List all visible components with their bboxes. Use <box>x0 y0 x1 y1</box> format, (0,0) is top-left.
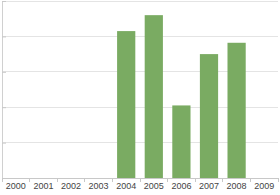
y-tick-mark <box>2 1 6 2</box>
x-tick: 2006 <box>171 178 191 191</box>
x-tick: 2001 <box>33 178 53 191</box>
bar <box>172 105 190 178</box>
x-tick: 2008 <box>227 178 247 191</box>
x-boundary-tick <box>29 178 30 182</box>
x-boundary-tick <box>57 178 58 182</box>
x-tick: 2003 <box>89 178 109 191</box>
x-boundary-tick <box>195 178 196 182</box>
x-boundary-tick <box>2 178 3 182</box>
x-tick: 2002 <box>61 178 81 191</box>
y-tick-mark <box>2 107 6 108</box>
y-tick-mark <box>2 36 6 37</box>
x-tick-label: 2006 <box>171 181 191 191</box>
x-tick-label: 2005 <box>144 181 164 191</box>
x-tick: 2007 <box>199 178 219 191</box>
x-tick: 2009 <box>254 178 274 191</box>
bar <box>145 15 163 178</box>
x-boundary-tick <box>112 178 113 182</box>
x-boundary-tick <box>250 178 251 182</box>
x-tick-label: 2000 <box>6 181 26 191</box>
y-tick-mark <box>2 72 6 73</box>
x-tick-label: 2007 <box>199 181 219 191</box>
y-tick <box>2 143 6 144</box>
y-tick <box>2 107 6 108</box>
y-tick <box>2 72 6 73</box>
grid <box>2 1 278 178</box>
x-tick-label: 2001 <box>33 181 53 191</box>
bars <box>117 15 246 178</box>
x-boundary-tick <box>84 178 85 182</box>
x-boundary-tick <box>222 178 223 182</box>
bar <box>117 31 135 178</box>
y-axis <box>2 2 6 179</box>
x-tick: 2004 <box>116 178 136 191</box>
x-boundary-ticks <box>2 178 278 182</box>
plot: 2000 2001 2002 2003 2004 2005 2006 2007 2008 2009 <box>2 1 279 191</box>
grid-line <box>2 1 278 2</box>
chart: 2000 2001 2002 2003 2004 2005 2006 2007 2008 2009 <box>0 0 280 195</box>
x-tick: 2005 <box>144 178 164 191</box>
y-tick <box>2 36 6 37</box>
y-axis-line <box>3 2 7 179</box>
x-boundary-tick <box>140 178 141 182</box>
x-tick-label: 2002 <box>61 181 81 191</box>
x-axis: 2000 2001 2002 2003 2004 2005 2006 2007 2008 2009 <box>3 178 279 191</box>
y-tick-mark <box>2 143 6 144</box>
bar <box>227 43 245 178</box>
x-boundary-tick <box>278 178 279 182</box>
x-tick-label: 2008 <box>227 181 247 191</box>
x-tick-label: 2009 <box>254 181 274 191</box>
x-tick: 2000 <box>6 178 26 191</box>
x-tick-label: 2003 <box>89 181 109 191</box>
bar <box>200 54 218 178</box>
x-boundary-tick <box>167 178 168 182</box>
grid-line <box>2 36 278 37</box>
x-tick-label: 2004 <box>116 181 136 191</box>
y-tick <box>2 1 6 2</box>
